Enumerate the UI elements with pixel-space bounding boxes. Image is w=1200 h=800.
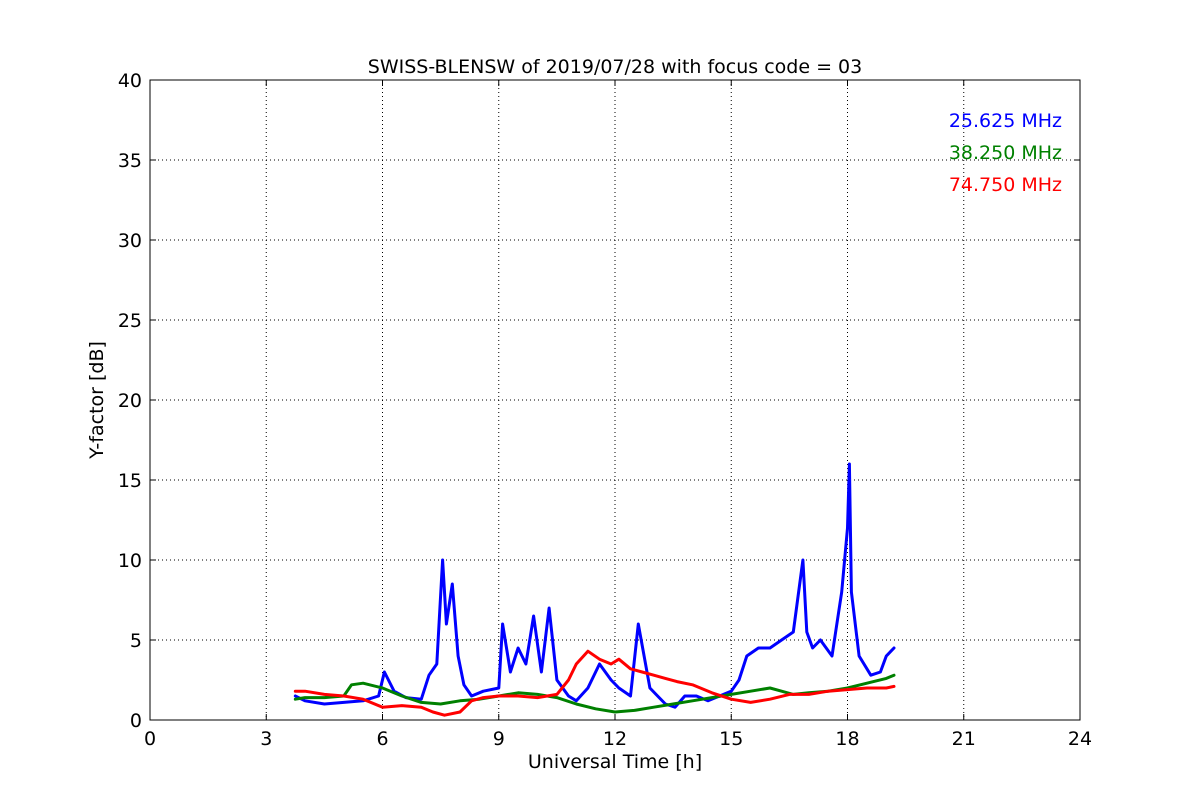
chart-title: SWISS-BLENSW of 2019/07/28 with focus co…	[368, 56, 862, 78]
y-tick-label: 0	[130, 710, 142, 732]
legend: 25.625 MHz 38.250 MHz 74.750 MHz	[949, 110, 1062, 196]
y-axis-label: Y-factor [dB]	[86, 341, 108, 460]
y-tick-label: 20	[118, 390, 142, 412]
series-line-3	[293, 649, 896, 717]
series-lines	[293, 462, 896, 717]
x-tick-label: 6	[376, 728, 388, 750]
x-tick-label: 18	[835, 728, 859, 750]
y-tick-label: 40	[118, 70, 142, 92]
x-axis-label: Universal Time [h]	[528, 751, 702, 773]
y-tick-label: 10	[118, 550, 142, 572]
series-line-1	[293, 462, 896, 709]
y-tick-label: 25	[118, 310, 142, 332]
axis-ticks: 0 3 6 9 12 15 18 21 24 0 5 10 15 20 25 30 35 40	[118, 70, 1092, 750]
x-tick-label: 24	[1068, 728, 1092, 750]
x-tick-label: 9	[493, 728, 505, 750]
y-tick-label: 30	[118, 230, 142, 252]
x-tick-label: 21	[952, 728, 976, 750]
x-tick-label: 0	[144, 728, 156, 750]
legend-entry-1: 25.625 MHz	[949, 110, 1062, 132]
legend-entry-2: 38.250 MHz	[949, 142, 1062, 164]
x-tick-label: 3	[260, 728, 272, 750]
x-tick-label: 15	[719, 728, 743, 750]
grid	[150, 80, 1080, 720]
y-tick-label: 5	[130, 630, 142, 652]
legend-entry-3: 74.750 MHz	[949, 174, 1062, 196]
y-tick-label: 35	[118, 150, 142, 172]
y-tick-label: 15	[118, 470, 142, 492]
x-tick-label: 12	[603, 728, 627, 750]
